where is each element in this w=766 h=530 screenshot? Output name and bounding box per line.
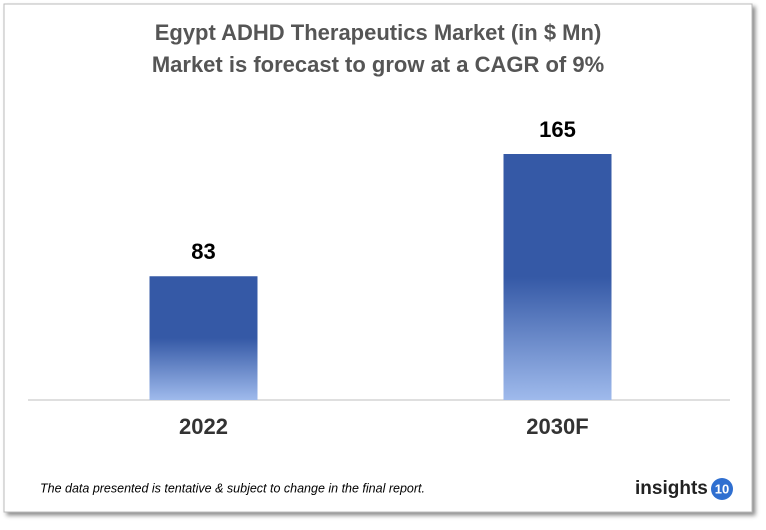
chart-title: Egypt ADHD Therapeutics Market (in $ Mn) bbox=[155, 20, 602, 45]
x-tick-label: 2022 bbox=[179, 414, 228, 439]
value-label: 83 bbox=[191, 239, 215, 264]
logo-badge bbox=[711, 478, 733, 500]
bar bbox=[149, 276, 258, 400]
chart-subtitle: Market is forecast to grow at a CAGR of … bbox=[152, 52, 604, 77]
logo-number: 10 bbox=[715, 481, 729, 496]
frame bbox=[3, 3, 753, 513]
bar bbox=[503, 154, 612, 400]
footnote: The data presented is tentative & subjec… bbox=[40, 481, 425, 495]
logo-text: insights bbox=[635, 478, 708, 499]
value-label: 165 bbox=[539, 117, 576, 142]
x-tick-label: 2030F bbox=[526, 414, 588, 439]
